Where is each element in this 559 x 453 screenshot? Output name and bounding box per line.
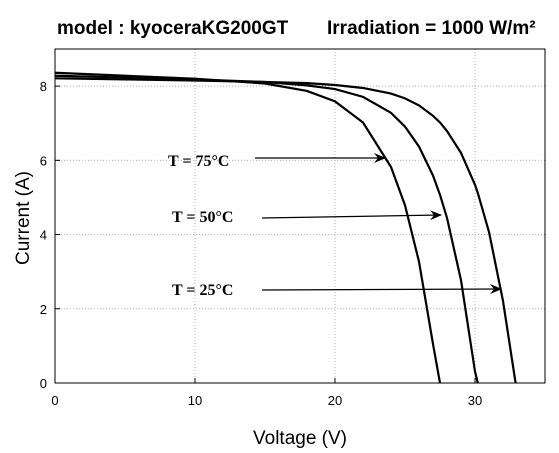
chart-title: model : kyoceraKG200GT (57, 18, 289, 39)
y-tick-label: 8 (40, 79, 47, 94)
annotation-label: T = 50°C (172, 209, 233, 226)
plot-frame (54, 48, 546, 384)
y-tick-label: 2 (40, 302, 47, 317)
y-tick-label: 6 (40, 153, 47, 168)
series-line (54, 74, 479, 384)
annotation-arrow (261, 210, 442, 221)
annotation-label: T = 25°C (172, 282, 233, 299)
y-tick-label: 4 (40, 228, 47, 243)
y-axis-label: Current (A) (13, 171, 34, 265)
x-tick-label: 0 (51, 393, 58, 408)
x-tick-label: 30 (468, 393, 482, 408)
x-tick-label: 20 (328, 393, 342, 408)
annotation-label: T = 75°C (168, 153, 229, 170)
y-tick-label: 0 (40, 376, 47, 391)
chart-subtitle: Irradiation = 1000 W/m² (327, 18, 536, 39)
series-line (54, 77, 517, 384)
x-axis-label: Voltage (V) (253, 428, 347, 449)
x-tick-label: 10 (188, 393, 202, 408)
annotation-arrow (261, 284, 502, 295)
series-line (54, 71, 442, 384)
